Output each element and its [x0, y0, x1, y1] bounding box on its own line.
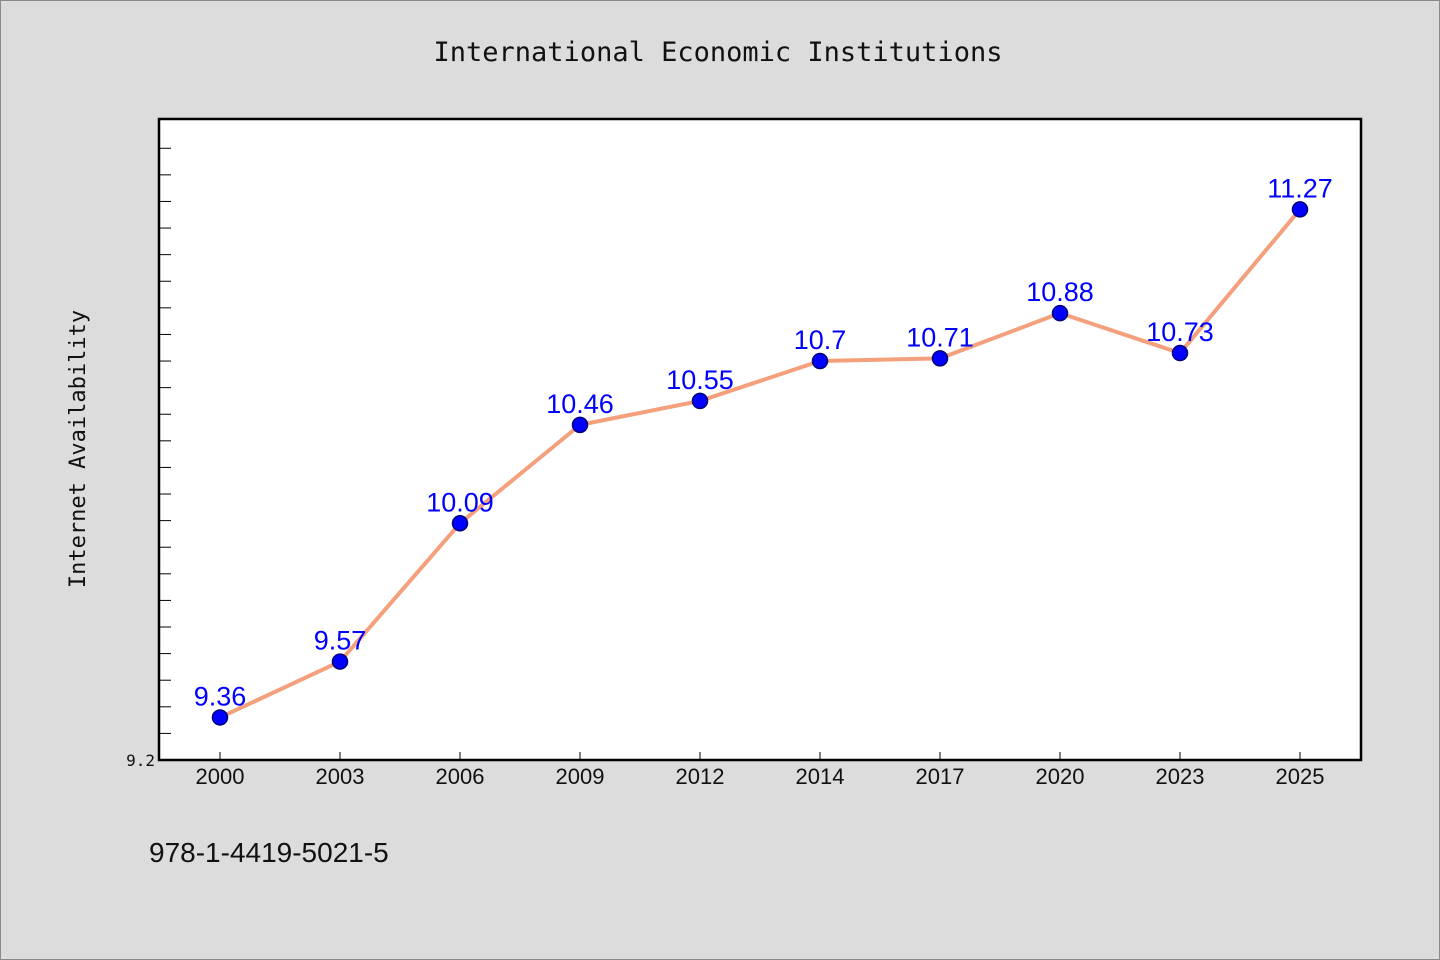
y-axis-ticks: 9.2 — [126, 147, 171, 770]
x-tick-label: 2020 — [1036, 764, 1085, 789]
x-tick-label: 2000 — [196, 764, 245, 789]
data-label: 10.71 — [906, 322, 974, 352]
data-point — [571, 416, 589, 434]
data-point — [1291, 201, 1309, 218]
x-axis-ticks: 2000 2003 2006 2009 2012 2014 2017 2020 2023 2025 — [196, 752, 1325, 789]
data-point — [1171, 344, 1189, 362]
x-tick-label: 2003 — [316, 764, 365, 789]
data-label: 10.09 — [426, 487, 494, 517]
data-label: 9.36 — [194, 681, 247, 711]
data-point — [811, 352, 829, 370]
data-label: 10.73 — [1146, 317, 1214, 347]
data-point — [451, 515, 469, 532]
series-group: 9.36 9.57 10.09 10.46 10.55 10.7 10.71 10.88 10.… — [194, 173, 1333, 726]
x-tick-label: 2006 — [436, 764, 485, 789]
plot-area — [157, 117, 1363, 762]
x-tick-label: 2009 — [556, 764, 605, 789]
x-tick-label: 2017 — [916, 764, 965, 789]
data-point — [211, 709, 229, 726]
y-tick-label: 9.2 — [126, 751, 155, 770]
data-point — [691, 392, 709, 410]
data-label: 10.46 — [546, 389, 614, 419]
x-tick-label: 2012 — [676, 764, 725, 789]
series-line — [219, 208, 1302, 720]
data-point — [931, 350, 949, 367]
x-tick-label: 2014 — [796, 764, 845, 789]
isbn-label: 978-1-4419-5021-5 — [149, 837, 389, 868]
data-label: 10.88 — [1026, 277, 1094, 307]
data-label: 10.55 — [666, 365, 734, 395]
data-label: 11.27 — [1267, 173, 1333, 203]
chart-title: International Economic Institutions — [434, 37, 1003, 68]
data-point — [331, 653, 349, 670]
x-tick-label: 2025 — [1276, 764, 1325, 789]
x-tick-label: 2023 — [1156, 764, 1205, 789]
data-point — [1051, 304, 1069, 322]
data-label: 9.57 — [314, 626, 367, 656]
data-label: 10.7 — [794, 325, 847, 355]
y-axis-label: Internet Availability — [66, 310, 91, 588]
